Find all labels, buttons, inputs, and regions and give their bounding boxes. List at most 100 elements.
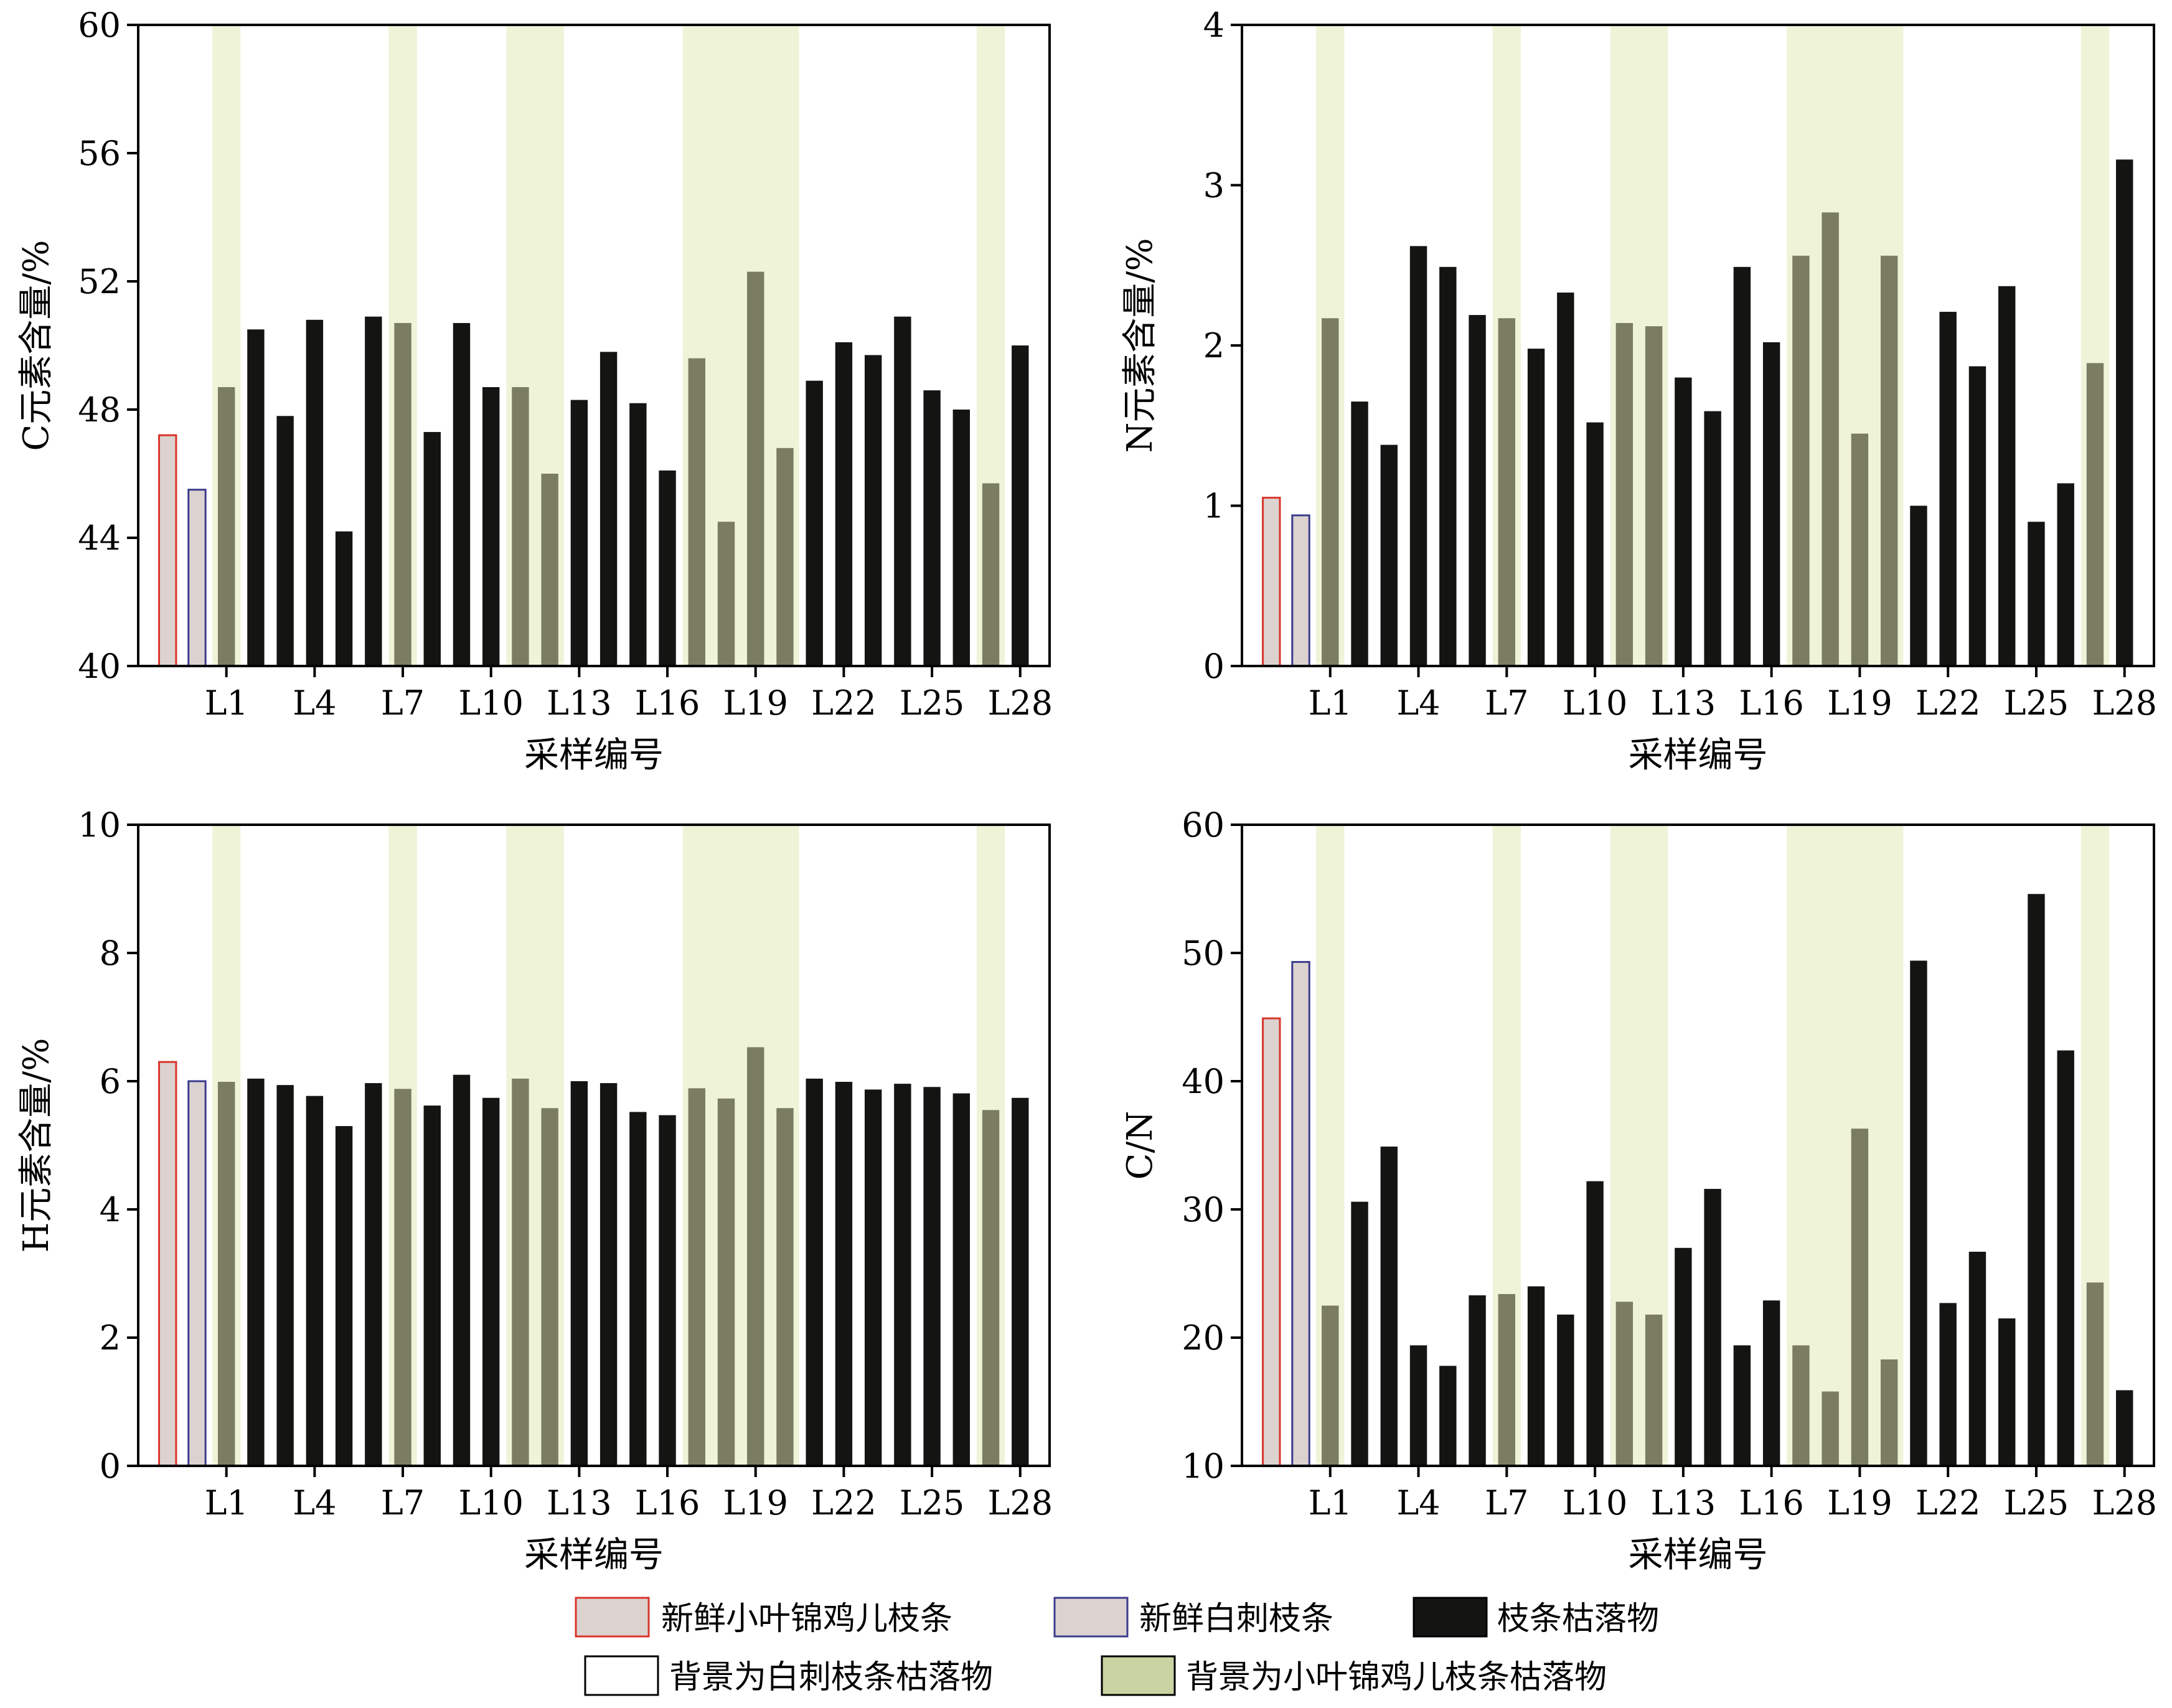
y-axis-title: H元素含量/%: [16, 1038, 57, 1253]
bar-L28: [2116, 1390, 2133, 1466]
bar-L11: [512, 1078, 529, 1466]
bar-L25: [2028, 522, 2045, 666]
x-tick-label: L13: [1651, 1483, 1716, 1523]
legend-label-litter: 枝条枯落物: [1497, 1600, 1659, 1638]
bar-L28: [1012, 1097, 1029, 1466]
bar-L27: [2086, 1282, 2104, 1466]
bar-L21: [1910, 505, 1927, 666]
bar-L8: [423, 1105, 441, 1466]
y-tick-label: 4: [100, 1190, 121, 1229]
bar-L23: [1968, 366, 1986, 666]
y-tick-label: 3: [1203, 166, 1225, 205]
bar-L9: [1557, 293, 1574, 666]
plot-frame: [137, 824, 1051, 1467]
bar-L13: [1675, 1247, 1692, 1466]
bar-L17: [688, 1088, 705, 1466]
bar-L15: [1733, 266, 1751, 666]
bar-L6: [1469, 315, 1486, 666]
y-tick-label: 0: [1203, 647, 1225, 686]
bar-L26: [952, 410, 971, 666]
bar-L26: [2057, 1050, 2074, 1466]
bar-L8: [1527, 1286, 1545, 1466]
x-tick-label: L28: [987, 683, 1053, 723]
bar-L22: [1939, 1303, 1957, 1466]
x-tick-label: L1: [1309, 683, 1352, 723]
bar-L5: [335, 1126, 353, 1466]
legend-swatch-fresh-xiaoye: [575, 1597, 650, 1638]
y-tick-label: 60: [78, 6, 121, 45]
bar-fresh-baici: [1291, 514, 1310, 667]
bar-L2: [1351, 1201, 1368, 1466]
bar-L3: [276, 1085, 294, 1466]
legend-swatch-litter: [1413, 1597, 1488, 1638]
bar-L18: [1822, 1391, 1839, 1466]
bar-L20: [776, 448, 794, 666]
bar-L6: [1469, 1295, 1486, 1466]
y-tick-label: 0: [100, 1447, 121, 1486]
y-tick-label: 40: [78, 647, 121, 686]
x-tick-label: L4: [293, 683, 336, 723]
bar-L19: [747, 1047, 764, 1466]
bar-L22: [1939, 311, 1957, 666]
x-tick-label: L25: [2004, 683, 2069, 723]
bar-L20: [776, 1108, 794, 1466]
bar-L25: [923, 1087, 941, 1466]
bar-L23: [864, 1089, 882, 1466]
legend: 新鲜小叶锦鸡儿枝条 新鲜白刺枝条 枝条枯落物 背景为白刺枝条枯落物 背景为小叶锦…: [575, 1597, 1659, 1696]
y-tick-label: 40: [1182, 1062, 1225, 1101]
bar-L10: [1586, 1181, 1604, 1466]
plot-frame: [137, 24, 1051, 667]
bar-L15: [1733, 1345, 1751, 1466]
panel-1: 40 44 48 52 56 60 L1 L4 L7 L10 L13 L16 L19 L22 L25 L28 采…: [16, 6, 1053, 776]
bar-fresh-baici: [187, 1080, 207, 1467]
bar-L24: [894, 316, 911, 666]
bar-L17: [688, 358, 705, 666]
bar-L23: [864, 355, 882, 666]
bar-L1: [217, 387, 235, 666]
x-tick-label: L1: [1309, 1483, 1352, 1523]
legend-label-fresh-baici: 新鲜白刺枝条: [1139, 1600, 1333, 1638]
x-tick-label: L4: [1396, 683, 1440, 723]
x-axis-title: 采样编号: [524, 1535, 664, 1575]
bar-L12: [541, 1108, 558, 1466]
bar-L12: [1645, 326, 1663, 666]
x-tick-label: L10: [1563, 1483, 1628, 1523]
x-tick-label: L7: [381, 1483, 425, 1523]
bar-L16: [659, 1115, 676, 1466]
x-tick-label: L7: [1485, 683, 1528, 723]
bar-L8: [423, 432, 441, 666]
bar-L14: [1704, 1189, 1721, 1466]
bar-L20: [1880, 255, 1898, 666]
y-tick-label: 50: [1182, 934, 1225, 973]
bar-L23: [1968, 1251, 1986, 1466]
bar-L14: [599, 352, 618, 666]
bar-fresh-baici: [1291, 960, 1310, 1467]
bar-L18: [717, 522, 735, 666]
y-tick-label: 20: [1182, 1318, 1225, 1358]
legend-label-baici-background: 背景为白刺枝条枯落物: [669, 1659, 993, 1696]
x-tick-label: L28: [987, 1483, 1053, 1523]
bar-L12: [541, 474, 558, 666]
y-tick-label: 2: [100, 1318, 121, 1358]
x-tick-label: L19: [723, 683, 788, 723]
y-tick-label: 6: [100, 1062, 121, 1101]
bar-L27: [2086, 363, 2104, 666]
bar-L3: [1380, 444, 1398, 666]
x-tick-label: L22: [811, 1483, 877, 1523]
x-tick-label: L19: [723, 1483, 788, 1523]
bar-L3: [1380, 1147, 1398, 1466]
bar-L26: [952, 1093, 971, 1466]
x-tick-label: L28: [2092, 1483, 2157, 1523]
bar-L25: [2028, 894, 2045, 1466]
bar-L28: [1012, 345, 1029, 666]
legend-label-fresh-xiaoye: 新鲜小叶锦鸡儿枝条: [661, 1600, 952, 1638]
bar-fresh-xiaoye: [158, 434, 177, 667]
bar-L17: [1792, 1345, 1810, 1466]
bar-L5: [1439, 266, 1457, 666]
bar-L13: [570, 1081, 588, 1466]
bar-L10: [482, 1097, 500, 1466]
bar-L19: [1851, 433, 1869, 666]
x-tick-label: L7: [1485, 1483, 1528, 1523]
panel-2: 0 1 2 3 4 L1 L4 L7 L10 L13 L16 L19 L22 L25 L28 采样编号 N元素含…: [1120, 6, 2157, 776]
